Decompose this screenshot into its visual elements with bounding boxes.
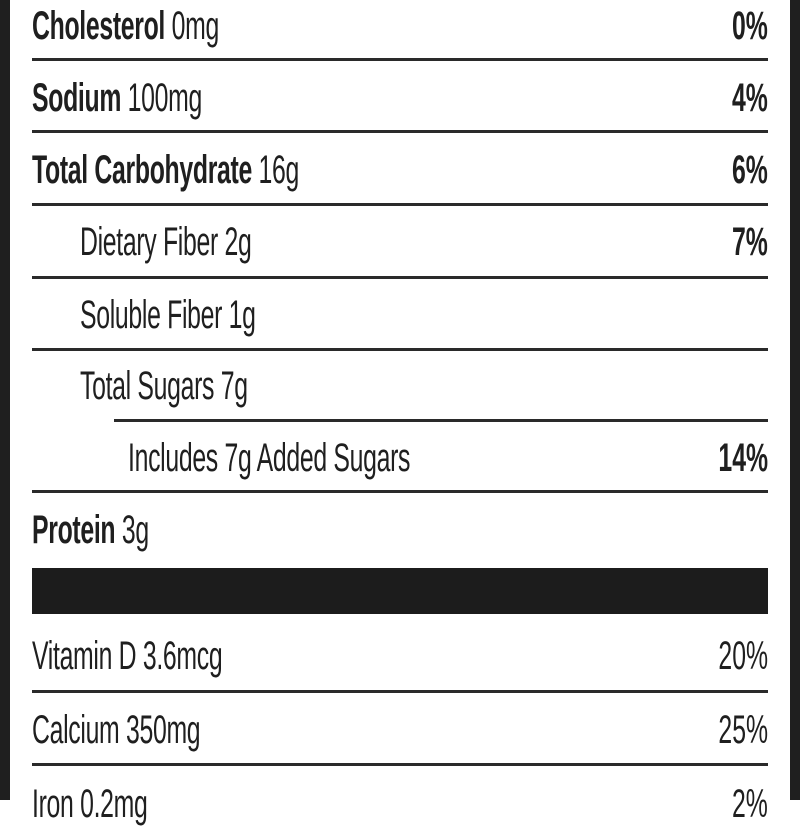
nutrient-amount: 350mg xyxy=(125,708,201,752)
nutrient-row-sodium: Sodium 100mg 4% xyxy=(32,70,768,126)
daily-value-percent: 4% xyxy=(732,76,768,120)
nutrient-amount: 0.2mg xyxy=(80,782,148,826)
nutrient-amount: 0mg xyxy=(171,4,220,48)
nutrient-name: Total Carbohydrate xyxy=(32,148,252,192)
nutrient-row-iron: Iron 0.2mg 2% xyxy=(32,776,768,832)
row-divider xyxy=(32,130,768,133)
nutrient-row-protein: Protein 3g xyxy=(32,502,768,558)
nutrient-amount: 16g xyxy=(258,148,300,192)
row-divider xyxy=(32,690,768,693)
daily-value-percent: 7% xyxy=(732,220,768,264)
nutrient-row-total-carbohydrate: Total Carbohydrate 16g 6% xyxy=(32,142,768,198)
daily-value-percent: 6% xyxy=(732,148,768,192)
nutrient-name: Protein xyxy=(32,508,116,552)
daily-value-percent: 2% xyxy=(732,782,768,826)
nutrient-name: Soluble Fiber xyxy=(80,293,223,337)
panel-left-border xyxy=(0,0,10,800)
nutrient-amount: 1g xyxy=(228,293,256,337)
nutrient-name: Dietary Fiber xyxy=(80,220,218,264)
nutrient-name: Includes 7g Added Sugars xyxy=(128,436,411,480)
row-divider xyxy=(32,490,768,493)
nutrient-name: Iron xyxy=(32,782,74,826)
nutrient-name: Cholesterol xyxy=(32,4,166,48)
row-divider-indented xyxy=(114,419,768,422)
row-divider xyxy=(32,58,768,61)
nutrient-row-vitamin-d: Vitamin D 3.6mcg 20% xyxy=(32,628,768,684)
nutrient-row-total-sugars: Total Sugars 7g xyxy=(32,358,768,414)
nutrient-row-calcium: Calcium 350mg 25% xyxy=(32,702,768,758)
nutrient-row-dietary-fiber: Dietary Fiber 2g 7% xyxy=(32,214,768,270)
nutrient-amount: 3.6mcg xyxy=(142,634,223,678)
nutrient-row-soluble-fiber: Soluble Fiber 1g xyxy=(32,287,768,343)
panel-right-border xyxy=(790,0,800,800)
nutrient-amount: 7g xyxy=(220,364,248,408)
nutrient-name: Calcium xyxy=(32,708,120,752)
daily-value-percent: 25% xyxy=(718,708,768,752)
nutrient-row-added-sugars: Includes 7g Added Sugars 14% xyxy=(32,430,768,486)
row-divider xyxy=(32,348,768,351)
row-divider xyxy=(32,276,768,279)
nutrient-row-cholesterol: Cholesterol 0mg 0% xyxy=(32,0,768,54)
row-divider xyxy=(32,203,768,206)
nutrient-name: Total Sugars xyxy=(80,364,215,408)
daily-value-percent: 20% xyxy=(718,634,768,678)
row-divider xyxy=(32,763,768,766)
daily-value-percent: 0% xyxy=(732,4,768,48)
nutrient-name: Vitamin D xyxy=(32,634,137,678)
nutrient-amount: 100mg xyxy=(127,76,203,120)
nutrient-name: Sodium xyxy=(32,76,122,120)
nutrient-amount: 2g xyxy=(224,220,252,264)
section-divider-bar xyxy=(32,568,768,614)
daily-value-percent: 14% xyxy=(718,436,768,480)
nutrient-amount: 3g xyxy=(121,508,149,552)
